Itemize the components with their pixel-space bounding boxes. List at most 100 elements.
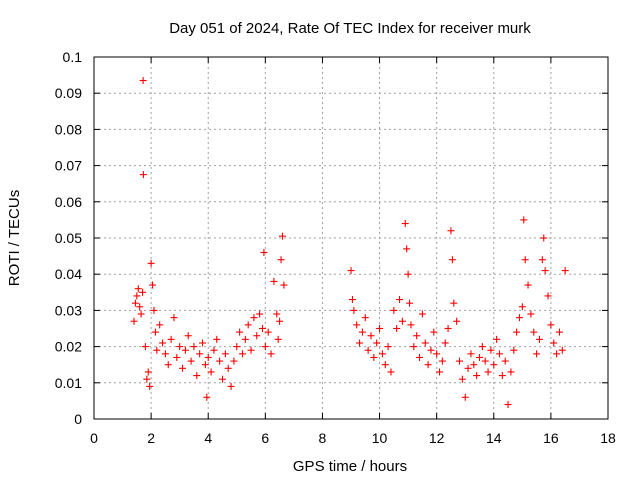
x-tick-label: 4 bbox=[204, 430, 212, 446]
data-point bbox=[520, 216, 528, 224]
data-point bbox=[348, 296, 356, 304]
data-point bbox=[139, 77, 147, 85]
data-point bbox=[487, 346, 495, 354]
data-point bbox=[390, 306, 398, 314]
data-point bbox=[527, 310, 535, 318]
data-point bbox=[504, 401, 512, 409]
data-point bbox=[498, 372, 506, 380]
data-point bbox=[224, 364, 232, 372]
data-point bbox=[518, 303, 526, 311]
data-point bbox=[278, 232, 286, 240]
data-point bbox=[131, 299, 139, 307]
data-point bbox=[253, 332, 261, 340]
data-point bbox=[427, 346, 435, 354]
y-tick-label: 0.1 bbox=[63, 49, 83, 65]
data-point bbox=[361, 314, 369, 322]
data-point bbox=[464, 364, 472, 372]
data-point bbox=[350, 306, 358, 314]
data-point bbox=[270, 277, 278, 285]
data-point bbox=[530, 328, 538, 336]
data-point bbox=[540, 234, 548, 242]
data-point bbox=[267, 350, 275, 358]
x-tick-label: 8 bbox=[319, 430, 327, 446]
data-point bbox=[204, 353, 212, 361]
data-point bbox=[161, 350, 169, 358]
data-point bbox=[149, 281, 157, 289]
data-point bbox=[190, 343, 198, 351]
data-point bbox=[461, 393, 469, 401]
x-tick-label: 12 bbox=[429, 430, 445, 446]
x-tick-label: 2 bbox=[147, 430, 155, 446]
data-point bbox=[447, 227, 455, 235]
data-point bbox=[193, 372, 201, 380]
data-point bbox=[184, 332, 192, 340]
data-point bbox=[141, 343, 149, 351]
data-point bbox=[453, 317, 461, 325]
data-point bbox=[450, 299, 458, 307]
y-tick-label: 0.07 bbox=[55, 158, 82, 174]
data-point bbox=[476, 353, 483, 361]
data-point bbox=[176, 343, 184, 351]
data-point bbox=[418, 310, 426, 318]
data-point bbox=[260, 248, 268, 256]
data-point bbox=[247, 346, 255, 354]
data-point bbox=[396, 296, 404, 304]
data-point bbox=[376, 325, 384, 332]
data-point bbox=[441, 339, 449, 347]
data-point bbox=[181, 346, 189, 354]
data-point bbox=[274, 335, 282, 343]
data-point bbox=[410, 343, 418, 351]
data-point bbox=[470, 361, 478, 369]
data-point bbox=[236, 328, 244, 336]
data-point bbox=[151, 328, 159, 336]
y-tick-label: 0.08 bbox=[55, 121, 82, 137]
data-point bbox=[433, 350, 441, 358]
data-point bbox=[413, 332, 421, 340]
data-point bbox=[207, 368, 215, 376]
data-point bbox=[370, 353, 378, 361]
data-point bbox=[373, 339, 381, 347]
data-point bbox=[150, 306, 158, 314]
data-point bbox=[159, 339, 167, 347]
data-point bbox=[444, 325, 452, 332]
data-point bbox=[273, 310, 281, 318]
data-point bbox=[187, 357, 195, 365]
data-point bbox=[547, 321, 555, 329]
data-point bbox=[144, 368, 152, 376]
y-tick-label: 0.06 bbox=[55, 194, 82, 210]
data-points bbox=[130, 77, 569, 409]
data-point bbox=[424, 361, 432, 369]
data-point bbox=[544, 292, 552, 300]
x-tick-label: 14 bbox=[486, 430, 502, 446]
chart-title: Day 051 of 2024, Rate Of TEC Index for r… bbox=[169, 20, 531, 37]
data-point bbox=[538, 256, 546, 264]
data-point bbox=[387, 368, 395, 376]
data-point bbox=[227, 382, 235, 390]
data-point bbox=[347, 267, 355, 275]
x-tick-label: 10 bbox=[372, 430, 388, 446]
data-point bbox=[524, 281, 532, 289]
data-point bbox=[219, 375, 226, 383]
data-point bbox=[216, 357, 224, 365]
data-point bbox=[421, 339, 429, 347]
y-tick-label: 0.04 bbox=[55, 266, 82, 282]
data-point bbox=[398, 317, 406, 325]
data-point bbox=[481, 357, 489, 365]
data-point bbox=[513, 328, 521, 336]
data-point bbox=[407, 321, 415, 329]
data-point bbox=[210, 346, 218, 354]
data-point bbox=[353, 321, 361, 329]
data-point bbox=[403, 245, 411, 253]
data-point bbox=[277, 256, 285, 264]
y-tick-label: 0.01 bbox=[55, 375, 82, 391]
data-point bbox=[436, 368, 444, 376]
data-point bbox=[364, 346, 372, 354]
data-point bbox=[250, 314, 258, 322]
data-point bbox=[146, 382, 154, 390]
data-point bbox=[179, 364, 187, 372]
data-point bbox=[280, 281, 288, 289]
data-point bbox=[137, 310, 145, 318]
data-point bbox=[510, 346, 518, 354]
data-point bbox=[458, 375, 466, 383]
data-point bbox=[358, 328, 366, 336]
